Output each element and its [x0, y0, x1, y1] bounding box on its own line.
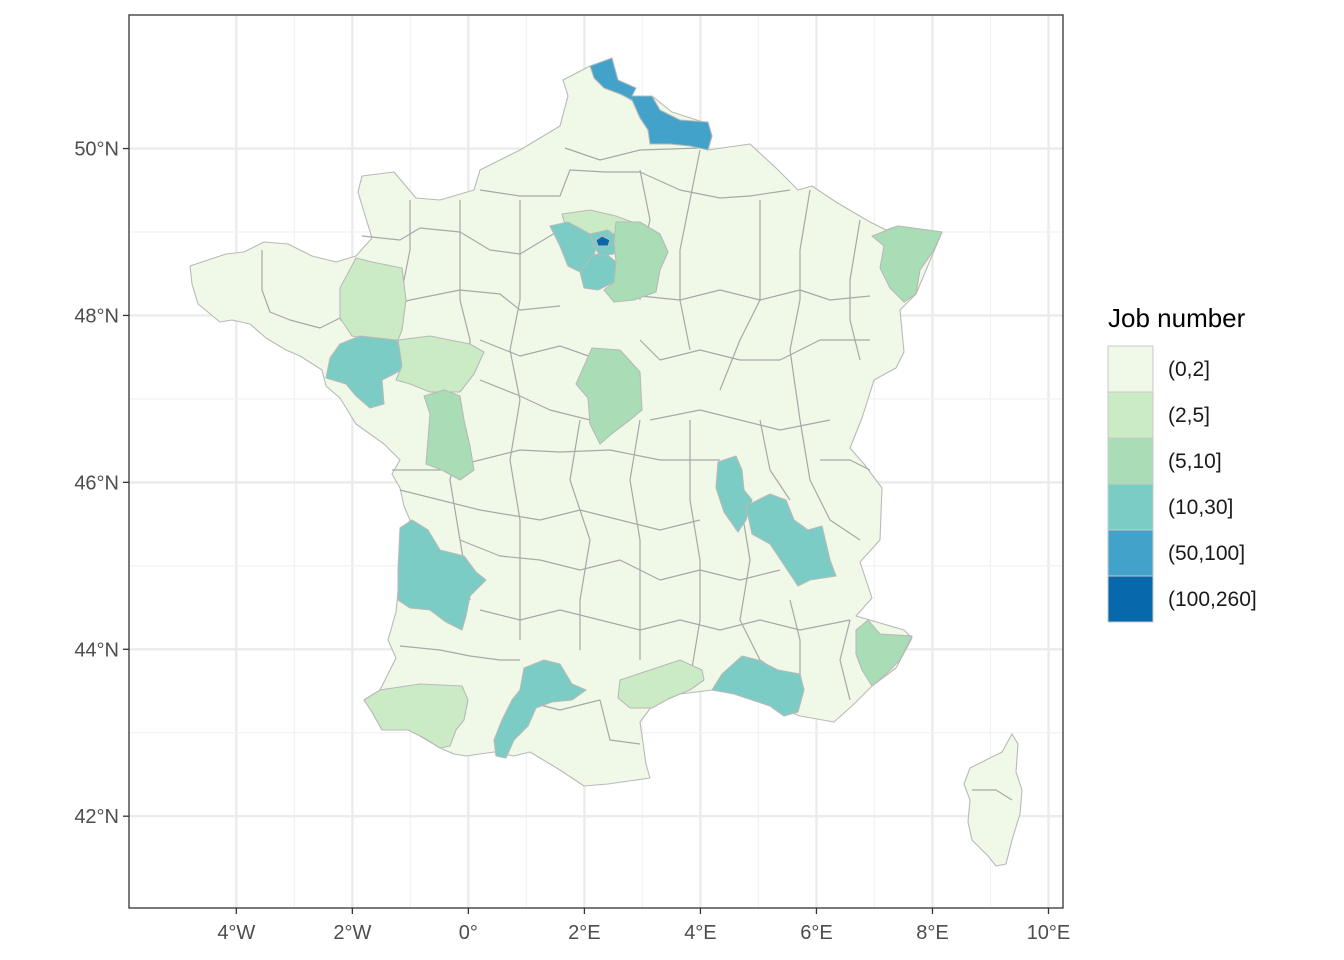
- legend-key-label: (100,260]: [1168, 588, 1257, 611]
- y-axis: 42°N 44°N 46°N 48°N 50°N: [74, 139, 129, 828]
- region-bas-rhin: [871, 225, 943, 303]
- x-tick-label: 4°W: [217, 922, 255, 944]
- region-loire-atlantique: [325, 335, 413, 409]
- x-tick-label: 2°E: [568, 922, 600, 944]
- legend-key-swatch: [1107, 437, 1154, 485]
- corsica: [963, 733, 1023, 867]
- y-tick-label: 50°N: [74, 139, 119, 161]
- legend-key-label: (2,5]: [1168, 404, 1210, 427]
- region-seine-et-marne: [603, 221, 669, 303]
- region-maine-et-loire: [395, 335, 485, 393]
- y-tick-label: 48°N: [74, 305, 119, 327]
- legend-key-label: (50,100]: [1168, 542, 1245, 565]
- region-pyrenees-atlantiques: [363, 683, 469, 749]
- map-panel: [128, 14, 1064, 909]
- region-herault: [617, 659, 705, 709]
- legend-key-label: (10,30]: [1168, 496, 1233, 519]
- x-axis: 4°W 2°W 0° 2°E 4°E 6°E 8°E 10°E: [217, 908, 1070, 944]
- x-tick-label: 0°: [459, 922, 478, 944]
- legend-key-swatch: [1107, 529, 1154, 577]
- region-cher: [575, 347, 643, 445]
- corsica-border: [972, 789, 1013, 801]
- region-isere: [745, 493, 837, 587]
- legend-key-swatch: [1107, 575, 1154, 623]
- x-tick-label: 4°E: [684, 922, 716, 944]
- y-tick-label: 46°N: [74, 472, 119, 494]
- x-tick-label: 8°E: [916, 922, 948, 944]
- france-mainland: [189, 65, 943, 787]
- legend-key-label: (5,10]: [1168, 450, 1222, 473]
- y-tick-label: 44°N: [74, 639, 119, 661]
- panel-border: [128, 14, 1064, 909]
- x-tick-label: 2°W: [333, 922, 371, 944]
- region-paris: [595, 235, 611, 247]
- region-vienne: [423, 389, 475, 481]
- region-alpes-maritimes: [855, 619, 913, 687]
- legend-key-swatch: [1107, 391, 1154, 439]
- department-borders: [261, 147, 871, 745]
- legend-key-label: (0,2]: [1168, 358, 1210, 381]
- region-ille-et-vilaine: [339, 257, 407, 341]
- x-tick-label: 10°E: [1027, 922, 1071, 944]
- legend-items: (0,2] (2,5] (5,10] (10,30] (50,100] (100,260]: [1107, 345, 1257, 623]
- region-gironde: [397, 519, 487, 631]
- region-bouches-du-rhone: [711, 655, 805, 717]
- x-tick-label: 6°E: [800, 922, 832, 944]
- region-nord: [589, 57, 713, 151]
- legend-key-swatch: [1107, 483, 1154, 531]
- legend: Job number (0,2] (2,5] (5,10] (10,30] (50,10…: [1107, 303, 1257, 623]
- y-tick-label: 42°N: [74, 806, 119, 828]
- region-haute-garonne: [493, 659, 587, 759]
- legend-title: Job number: [1108, 303, 1246, 333]
- legend-key-swatch: [1107, 345, 1154, 393]
